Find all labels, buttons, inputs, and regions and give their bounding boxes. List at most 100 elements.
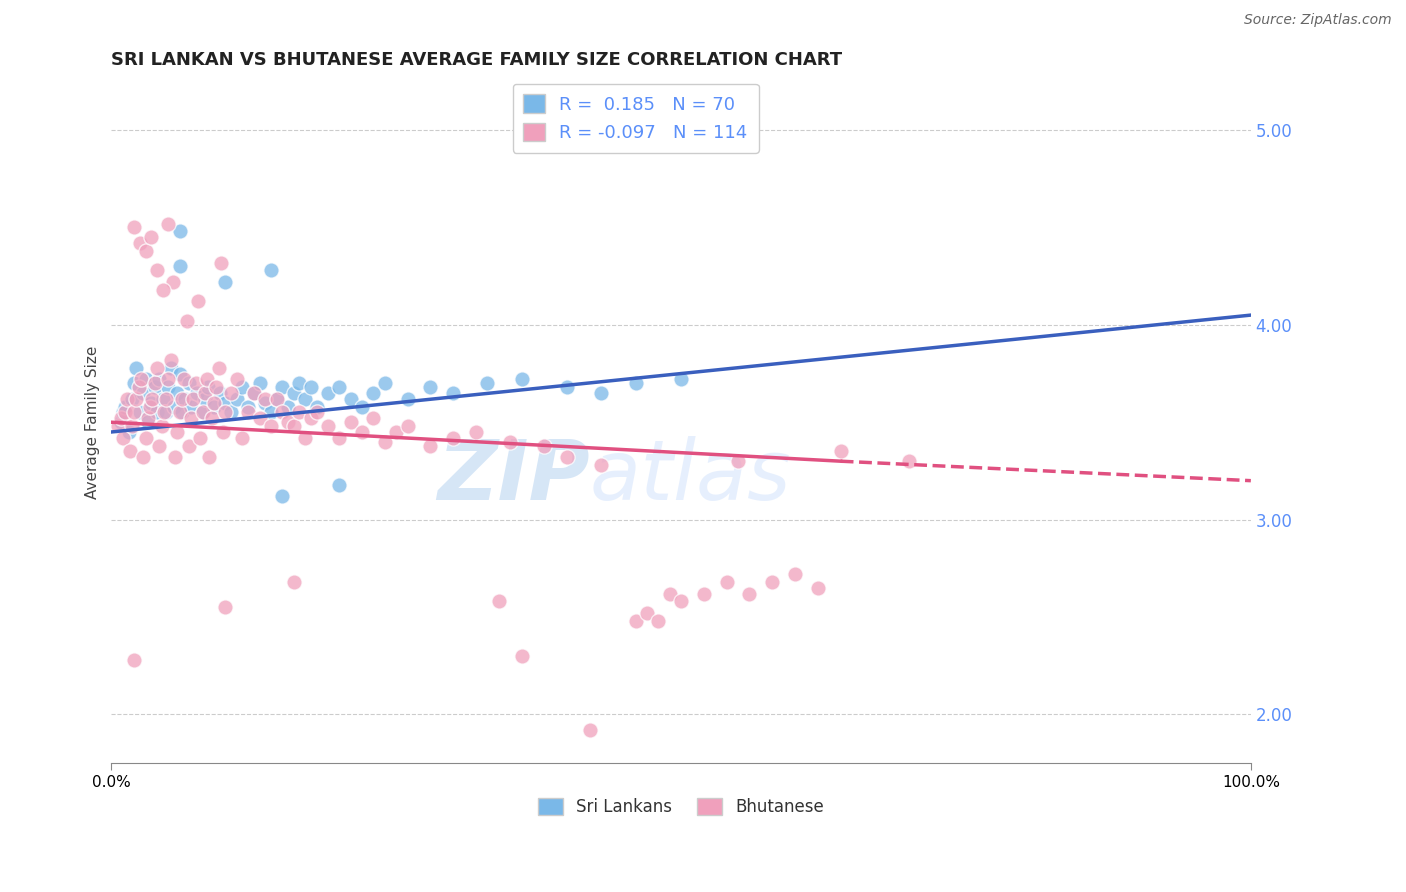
Point bbox=[208, 386, 231, 401]
Point bbox=[141, 396, 163, 410]
Point bbox=[465, 425, 488, 439]
Point bbox=[173, 372, 195, 386]
Point bbox=[499, 434, 522, 449]
Point bbox=[207, 360, 229, 375]
Point bbox=[191, 405, 214, 419]
Point bbox=[141, 230, 163, 244]
Point bbox=[146, 360, 169, 375]
Point bbox=[169, 367, 191, 381]
Point bbox=[277, 400, 299, 414]
Point bbox=[125, 392, 148, 406]
Point bbox=[271, 489, 294, 503]
Point bbox=[339, 415, 361, 429]
Point bbox=[243, 386, 266, 401]
Point bbox=[110, 415, 132, 429]
Point bbox=[305, 400, 328, 414]
Point bbox=[647, 614, 669, 628]
Point bbox=[148, 372, 170, 386]
Point bbox=[157, 217, 180, 231]
Point bbox=[283, 386, 305, 401]
Point bbox=[176, 314, 198, 328]
Point bbox=[510, 648, 533, 663]
Point bbox=[225, 372, 247, 386]
Point bbox=[807, 581, 830, 595]
Point bbox=[352, 425, 374, 439]
Point bbox=[110, 411, 132, 425]
Point bbox=[128, 380, 150, 394]
Point bbox=[169, 260, 191, 274]
Point bbox=[155, 405, 177, 419]
Point bbox=[374, 434, 396, 449]
Point bbox=[118, 444, 141, 458]
Point bbox=[374, 376, 396, 391]
Point bbox=[288, 405, 311, 419]
Point bbox=[693, 587, 716, 601]
Point bbox=[197, 380, 219, 394]
Point bbox=[299, 380, 322, 394]
Point bbox=[132, 450, 155, 465]
Point bbox=[254, 396, 277, 410]
Point bbox=[136, 415, 159, 429]
Point bbox=[288, 376, 311, 391]
Point bbox=[419, 439, 441, 453]
Point bbox=[146, 405, 169, 419]
Point bbox=[143, 376, 166, 391]
Point bbox=[305, 405, 328, 419]
Point bbox=[212, 425, 235, 439]
Point bbox=[121, 392, 143, 406]
Point bbox=[352, 400, 374, 414]
Y-axis label: Average Family Size: Average Family Size bbox=[86, 345, 100, 499]
Point bbox=[165, 450, 187, 465]
Point bbox=[271, 405, 294, 419]
Point bbox=[419, 380, 441, 394]
Point bbox=[624, 614, 647, 628]
Point bbox=[166, 386, 188, 401]
Point bbox=[135, 372, 157, 386]
Point bbox=[363, 411, 385, 425]
Point bbox=[225, 392, 247, 406]
Point bbox=[114, 405, 136, 419]
Point bbox=[177, 376, 200, 391]
Point bbox=[243, 386, 266, 401]
Point bbox=[174, 392, 197, 406]
Point bbox=[194, 392, 217, 406]
Point bbox=[283, 574, 305, 589]
Point bbox=[157, 380, 180, 394]
Point bbox=[170, 392, 193, 406]
Point bbox=[111, 431, 134, 445]
Point bbox=[135, 431, 157, 445]
Point bbox=[152, 283, 174, 297]
Point bbox=[122, 376, 145, 391]
Point bbox=[830, 444, 852, 458]
Point bbox=[396, 419, 419, 434]
Point bbox=[214, 600, 236, 615]
Point bbox=[441, 431, 464, 445]
Point bbox=[132, 386, 155, 401]
Point bbox=[477, 376, 499, 391]
Point bbox=[396, 392, 419, 406]
Point bbox=[166, 425, 188, 439]
Point bbox=[727, 454, 749, 468]
Point bbox=[107, 419, 129, 434]
Point bbox=[761, 574, 783, 589]
Point bbox=[231, 431, 253, 445]
Point bbox=[898, 454, 921, 468]
Point bbox=[128, 405, 150, 419]
Point bbox=[555, 380, 578, 394]
Point bbox=[186, 386, 208, 401]
Point bbox=[294, 431, 316, 445]
Point bbox=[180, 400, 202, 414]
Point bbox=[254, 392, 277, 406]
Text: Source: ZipAtlas.com: Source: ZipAtlas.com bbox=[1244, 13, 1392, 28]
Point bbox=[169, 405, 191, 419]
Point bbox=[283, 419, 305, 434]
Legend: Sri Lankans, Bhutanese: Sri Lankans, Bhutanese bbox=[531, 791, 831, 823]
Point bbox=[122, 653, 145, 667]
Point bbox=[141, 392, 163, 406]
Point bbox=[117, 392, 139, 406]
Point bbox=[266, 392, 288, 406]
Point bbox=[738, 587, 761, 601]
Point bbox=[180, 411, 202, 425]
Point bbox=[136, 411, 159, 425]
Point bbox=[716, 574, 738, 589]
